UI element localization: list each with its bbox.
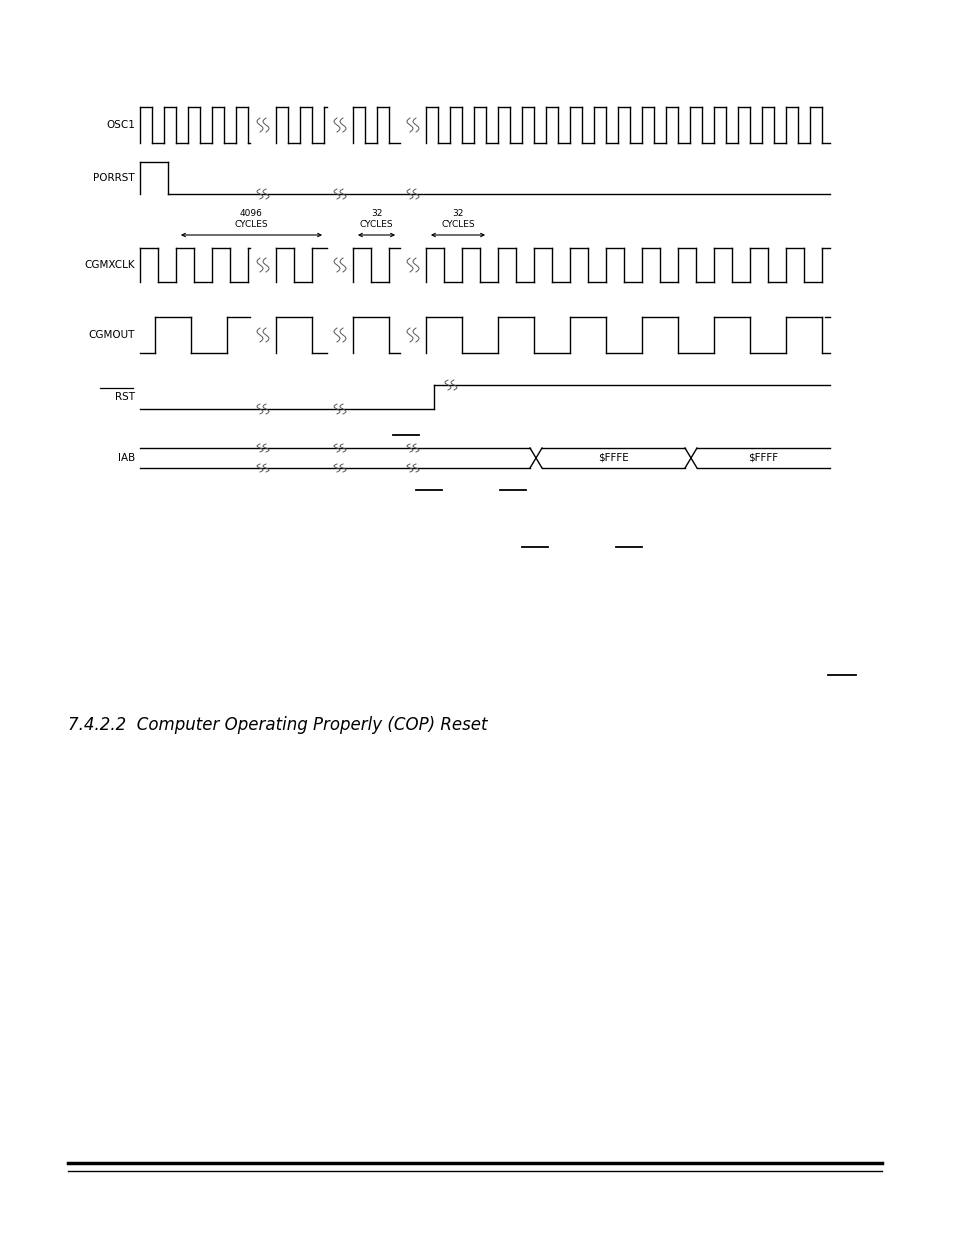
Text: OSC1: OSC1 (106, 120, 135, 130)
Text: $FFFE: $FFFE (598, 453, 628, 463)
Text: CYCLES: CYCLES (234, 220, 268, 228)
Text: PORRST: PORRST (93, 173, 135, 183)
Text: IAB: IAB (117, 453, 135, 463)
Text: CYCLES: CYCLES (440, 220, 475, 228)
Text: $FFFF: $FFFF (748, 453, 778, 463)
Text: 4096: 4096 (240, 209, 263, 219)
Text: CGMOUT: CGMOUT (89, 330, 135, 340)
Text: 32: 32 (452, 209, 463, 219)
Text: CGMXCLK: CGMXCLK (84, 261, 135, 270)
Text: RST: RST (115, 391, 135, 403)
Text: 32: 32 (371, 209, 382, 219)
Text: CYCLES: CYCLES (359, 220, 393, 228)
Text: 7.4.2.2  Computer Operating Properly (COP) Reset: 7.4.2.2 Computer Operating Properly (COP… (68, 716, 487, 734)
